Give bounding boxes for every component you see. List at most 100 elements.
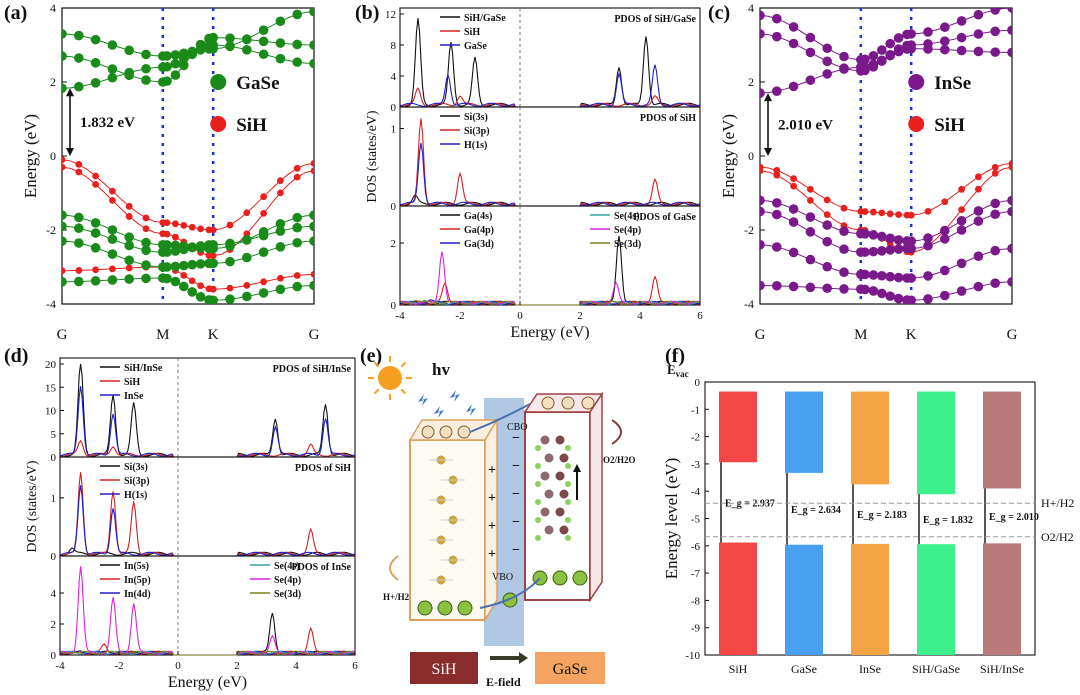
band-point-InSe: [822, 56, 832, 67]
dos-curve-Si(3p): [59, 472, 356, 557]
k-label-a: G: [309, 327, 320, 343]
band-point-GaSe: [90, 34, 101, 45]
dos-y-tick-label-d: 10: [45, 406, 57, 418]
dos-y-tick-label-d: 5: [51, 429, 57, 441]
band-point-InSe: [973, 216, 984, 226]
band-point-InSe: [906, 273, 916, 283]
dos-curve-Si(3p): [399, 118, 701, 207]
band-point-SiH: [907, 211, 915, 219]
dos-x-tick-label-d: 6: [352, 660, 358, 672]
minus-sign: −: [512, 431, 520, 446]
band-point-GaSe: [292, 222, 303, 233]
band-point-InSe: [956, 45, 967, 56]
band-point-InSe: [1007, 277, 1012, 287]
band-point-GaSe: [107, 64, 118, 74]
dos-y-tick-label-b: 4: [391, 71, 397, 83]
cb-bar-InSe: [851, 391, 889, 485]
band-point-GaSe: [62, 29, 67, 39]
minus-sign: −: [512, 515, 520, 530]
band-point-SiH: [260, 193, 267, 201]
dos-curve-Se(3d): [59, 650, 356, 656]
band-point-InSe: [760, 10, 765, 21]
band-point-GaSe: [292, 39, 303, 50]
band-point-SiH: [310, 271, 314, 278]
band-point-SiH: [188, 223, 196, 231]
panel-e-label: (e): [360, 345, 383, 367]
band-point-GaSe: [309, 58, 314, 69]
band-point-GaSe: [187, 48, 197, 59]
y-tick-label-a: 0: [50, 149, 56, 163]
band-point-GaSe: [225, 256, 235, 267]
band-point-InSe: [822, 261, 832, 272]
category-label-SiH: SiH: [729, 662, 748, 676]
band-point-InSe: [805, 282, 816, 293]
subplot-title-d: PDOS of SiH/InSe: [273, 364, 352, 375]
minus-sign: −: [512, 487, 520, 502]
band-point-InSe: [1007, 25, 1012, 35]
y-axis-label-a: Energy (eV): [21, 114, 40, 198]
band-point-InSe: [885, 291, 895, 301]
band-point-SiH: [878, 209, 886, 217]
band-point-SiH: [773, 171, 781, 179]
dos-curve-InSe: [59, 386, 356, 458]
dos-legend-label-Se(4s): Se(4s): [274, 561, 300, 572]
band-point-SiH: [807, 185, 814, 193]
dos-legend-label-Ga(3d): Ga(3d): [464, 239, 494, 250]
band-point-SiH: [958, 185, 965, 193]
gase-atom: [555, 507, 565, 517]
band-point-InSe: [1007, 47, 1012, 58]
band-point-SiH: [243, 281, 251, 289]
gase-atom: [555, 471, 565, 481]
dos-y-tick-label-d: 0: [51, 650, 57, 662]
hv-label: hv: [432, 360, 450, 379]
band-point-InSe: [906, 236, 916, 246]
band-point-GaSe: [74, 276, 84, 287]
dos-legend-label-Si(3p): Si(3p): [464, 126, 490, 137]
band-point-GaSe: [74, 81, 84, 92]
band-point-GaSe: [275, 219, 286, 229]
band-point-InSe: [885, 271, 895, 282]
vb-hole: [572, 570, 588, 586]
dos-legend-label-SiH: SiH: [464, 27, 480, 38]
dos-legend-label-In(5p): In(5p): [124, 575, 151, 586]
legend-marker-GaSe: [210, 74, 227, 90]
gap-arrow-head-a: [66, 148, 74, 156]
band-point-GaSe: [62, 221, 67, 232]
band-point-GaSe: [179, 281, 189, 292]
band-point-GaSe: [225, 238, 235, 249]
dos-legend-label-Si(3s): Si(3s): [124, 462, 148, 473]
gase-se-atom: [535, 463, 541, 469]
subplot-title-b: PDOS of SiH/GaSe: [614, 14, 696, 25]
band-point-GaSe: [258, 49, 269, 60]
subplot-title-b: PDOS of GaSe: [633, 212, 696, 223]
band-point-GaSe: [258, 230, 269, 241]
vb-bar-SiH/GaSe: [917, 544, 955, 655]
band-point-InSe: [822, 236, 832, 247]
band-point-SiH: [895, 211, 902, 219]
y-tick-label-c: 0: [748, 149, 754, 163]
band-point-GaSe: [208, 32, 218, 43]
legend-marker-SiH: [210, 116, 227, 132]
align-y-tick-label: -4: [691, 486, 701, 498]
band-point-SiH: [243, 209, 251, 217]
band-point-SiH: [163, 230, 171, 238]
dos-legend-label-GaSe: GaSe: [464, 41, 487, 52]
band-point-GaSe: [162, 61, 172, 72]
band-point-GaSe: [62, 51, 67, 61]
band-point-GaSe: [162, 247, 172, 257]
dos-legend-label-H(1s): H(1s): [464, 140, 487, 151]
band-point-InSe: [877, 270, 887, 281]
band-point-SiH: [991, 170, 999, 177]
band-point-GaSe: [292, 57, 303, 67]
band-point-GaSe: [275, 53, 286, 64]
ref-label-H+/H2: H+/H2: [1041, 496, 1074, 510]
band-point-InSe: [839, 267, 849, 278]
band-point-GaSe: [309, 236, 314, 246]
band-point-SiH: [870, 208, 877, 216]
band-point-GaSe: [90, 243, 101, 253]
band-point-GaSe: [275, 284, 286, 295]
dos-curve-Ga(4s): [399, 235, 701, 306]
band-point-SiH: [941, 198, 949, 206]
dos-curve-SiH/InSe: [59, 363, 356, 458]
plus-sign: +: [488, 491, 496, 506]
